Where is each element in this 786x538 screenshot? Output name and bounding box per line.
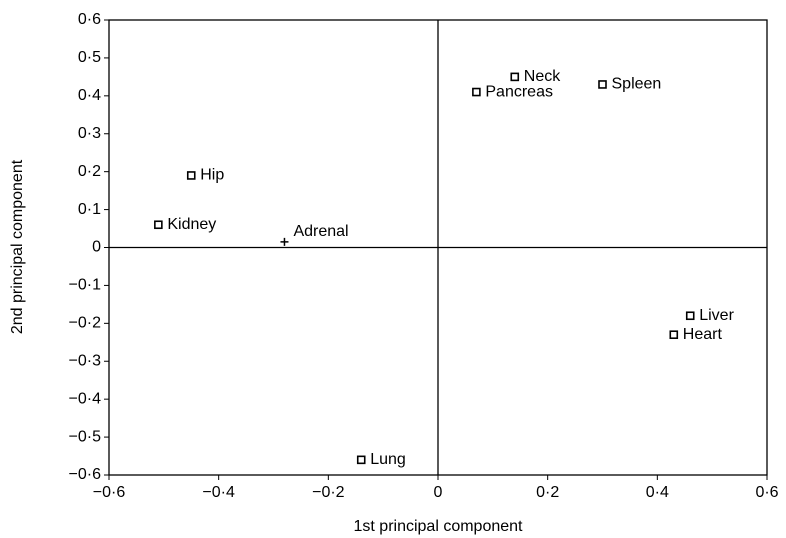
point-label: Kidney [167,216,216,233]
point [669,330,679,340]
y-tick-label: −0·6 [69,466,102,483]
x-tick-label: 0·6 [755,484,778,501]
point-label: Heart [683,326,723,343]
point-label: Liver [699,307,734,324]
x-tick-label: −0·6 [93,484,126,501]
y-tick-label: −0·2 [69,315,102,332]
point-label: Lung [370,451,406,468]
point [510,72,520,82]
point-label: Adrenal [293,223,348,240]
point [154,220,163,230]
y-tick-label: 0·4 [78,87,101,104]
point [598,80,607,89]
y-tick-label: 0 [92,239,101,256]
x-tick-label: 0·4 [646,484,669,501]
point [472,87,481,97]
y-axis-title: 2nd principal component [9,159,26,334]
x-tick-label: −0·4 [202,484,235,501]
y-tick-label: 0·5 [78,49,101,66]
point-label: Pancreas [485,83,553,100]
y-tick-label: 0·1 [78,201,101,218]
x-tick-label: 0 [434,484,443,501]
point [685,311,695,321]
x-tick-label: 0·2 [536,484,559,501]
point-label: Spleen [612,76,662,93]
x-axis-title: 1st principal component [354,518,524,535]
y-tick-label: 0·2 [78,163,101,180]
point-label: Hip [200,167,224,184]
point-label: Neck [524,68,561,85]
y-tick-label: −0·3 [69,352,102,369]
y-tick-label: −0·4 [69,390,102,407]
y-tick-label: 0·3 [78,125,101,142]
x-tick-label: −0·2 [312,484,345,501]
point [356,455,366,465]
y-tick-label: 0·6 [78,11,101,28]
point [280,237,289,246]
y-tick-label: −0·5 [69,428,102,445]
y-tick-label: −0·1 [69,277,102,294]
point [186,171,196,180]
